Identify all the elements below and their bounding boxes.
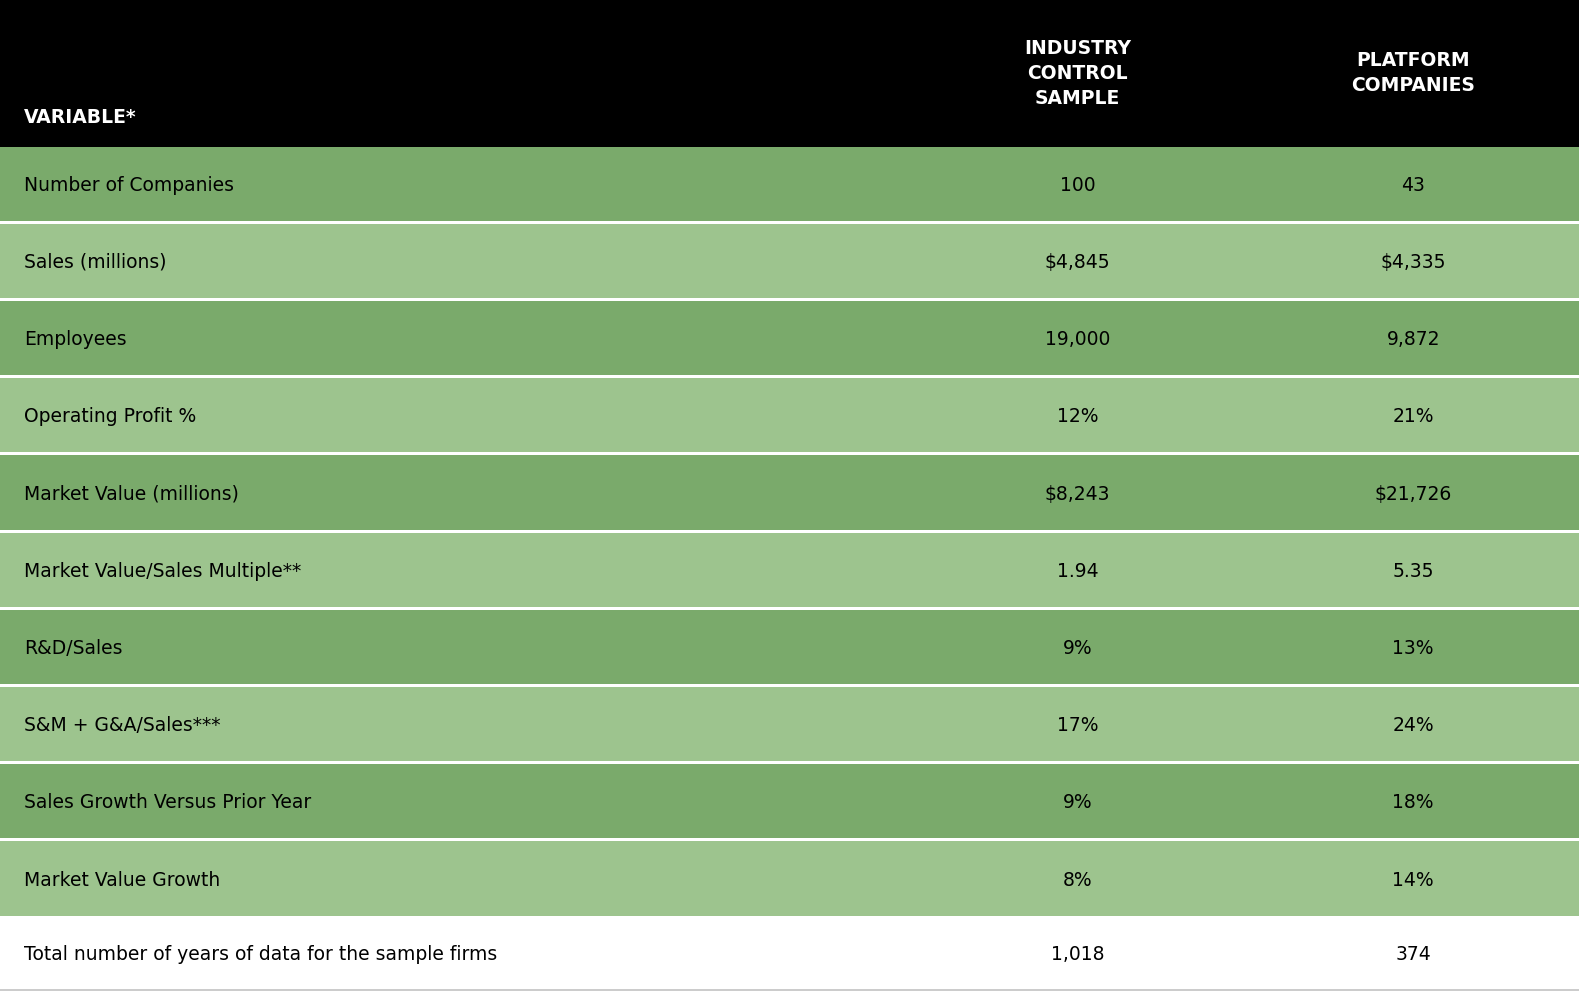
Text: 14%: 14% — [1393, 870, 1434, 890]
Text: 100: 100 — [1060, 175, 1096, 195]
Text: 12%: 12% — [1056, 407, 1099, 426]
Text: VARIABLE*: VARIABLE* — [24, 108, 136, 127]
Text: Market Value (millions): Market Value (millions) — [24, 485, 238, 503]
FancyBboxPatch shape — [1247, 224, 1579, 301]
Text: 9%: 9% — [1063, 794, 1093, 813]
Text: Total number of years of data for the sample firms: Total number of years of data for the sa… — [24, 945, 497, 964]
FancyBboxPatch shape — [908, 764, 1247, 841]
Text: 43: 43 — [1401, 175, 1426, 195]
Text: 1.94: 1.94 — [1056, 562, 1099, 581]
FancyBboxPatch shape — [908, 533, 1247, 609]
FancyBboxPatch shape — [0, 838, 1579, 841]
FancyBboxPatch shape — [0, 841, 908, 919]
FancyBboxPatch shape — [908, 687, 1247, 764]
Text: 5.35: 5.35 — [1393, 562, 1434, 581]
FancyBboxPatch shape — [0, 761, 1579, 764]
FancyBboxPatch shape — [0, 0, 1579, 147]
Text: 374: 374 — [1396, 945, 1431, 964]
Text: Sales (millions): Sales (millions) — [24, 253, 166, 272]
FancyBboxPatch shape — [908, 301, 1247, 379]
FancyBboxPatch shape — [1247, 533, 1579, 609]
FancyBboxPatch shape — [0, 916, 1579, 919]
Text: Employees: Employees — [24, 330, 126, 349]
FancyBboxPatch shape — [0, 221, 1579, 224]
FancyBboxPatch shape — [0, 298, 1579, 301]
Text: 13%: 13% — [1393, 639, 1434, 658]
Text: 21%: 21% — [1393, 407, 1434, 426]
FancyBboxPatch shape — [908, 224, 1247, 301]
Text: Market Value Growth: Market Value Growth — [24, 870, 219, 890]
Text: INDUSTRY
CONTROL
SAMPLE: INDUSTRY CONTROL SAMPLE — [1025, 39, 1131, 108]
FancyBboxPatch shape — [0, 376, 1579, 379]
FancyBboxPatch shape — [1247, 764, 1579, 841]
Text: 1,018: 1,018 — [1052, 945, 1104, 964]
FancyBboxPatch shape — [0, 147, 908, 224]
Text: Sales Growth Versus Prior Year: Sales Growth Versus Prior Year — [24, 794, 311, 813]
Text: Operating Profit %: Operating Profit % — [24, 407, 196, 426]
Text: $4,335: $4,335 — [1380, 253, 1446, 272]
FancyBboxPatch shape — [908, 456, 1247, 533]
FancyBboxPatch shape — [0, 533, 908, 609]
FancyBboxPatch shape — [0, 301, 908, 379]
FancyBboxPatch shape — [0, 606, 1579, 609]
Text: 8%: 8% — [1063, 870, 1093, 890]
FancyBboxPatch shape — [0, 453, 1579, 456]
Text: 18%: 18% — [1393, 794, 1434, 813]
Text: 19,000: 19,000 — [1045, 330, 1110, 349]
Text: $8,243: $8,243 — [1045, 485, 1110, 503]
Text: R&D/Sales: R&D/Sales — [24, 639, 122, 658]
FancyBboxPatch shape — [0, 764, 908, 841]
FancyBboxPatch shape — [1247, 147, 1579, 224]
FancyBboxPatch shape — [0, 224, 908, 301]
Text: 9%: 9% — [1063, 639, 1093, 658]
FancyBboxPatch shape — [1247, 301, 1579, 379]
Text: 17%: 17% — [1056, 716, 1099, 735]
FancyBboxPatch shape — [1247, 609, 1579, 687]
FancyBboxPatch shape — [908, 841, 1247, 919]
FancyBboxPatch shape — [0, 684, 1579, 687]
FancyBboxPatch shape — [0, 609, 908, 687]
Text: S&M + G&A/Sales***: S&M + G&A/Sales*** — [24, 716, 219, 735]
FancyBboxPatch shape — [908, 379, 1247, 456]
FancyBboxPatch shape — [1247, 687, 1579, 764]
Text: 24%: 24% — [1393, 716, 1434, 735]
FancyBboxPatch shape — [0, 919, 1579, 991]
Text: Number of Companies: Number of Companies — [24, 175, 234, 195]
Text: PLATFORM
COMPANIES: PLATFORM COMPANIES — [1352, 52, 1475, 95]
Text: Market Value/Sales Multiple**: Market Value/Sales Multiple** — [24, 562, 302, 581]
FancyBboxPatch shape — [0, 989, 1579, 991]
FancyBboxPatch shape — [0, 529, 1579, 533]
FancyBboxPatch shape — [1247, 456, 1579, 533]
FancyBboxPatch shape — [908, 609, 1247, 687]
FancyBboxPatch shape — [0, 379, 908, 456]
FancyBboxPatch shape — [908, 147, 1247, 224]
Text: 9,872: 9,872 — [1386, 330, 1440, 349]
FancyBboxPatch shape — [0, 456, 908, 533]
Text: $4,845: $4,845 — [1045, 253, 1110, 272]
FancyBboxPatch shape — [1247, 841, 1579, 919]
FancyBboxPatch shape — [1247, 379, 1579, 456]
FancyBboxPatch shape — [0, 687, 908, 764]
Text: $21,726: $21,726 — [1375, 485, 1451, 503]
